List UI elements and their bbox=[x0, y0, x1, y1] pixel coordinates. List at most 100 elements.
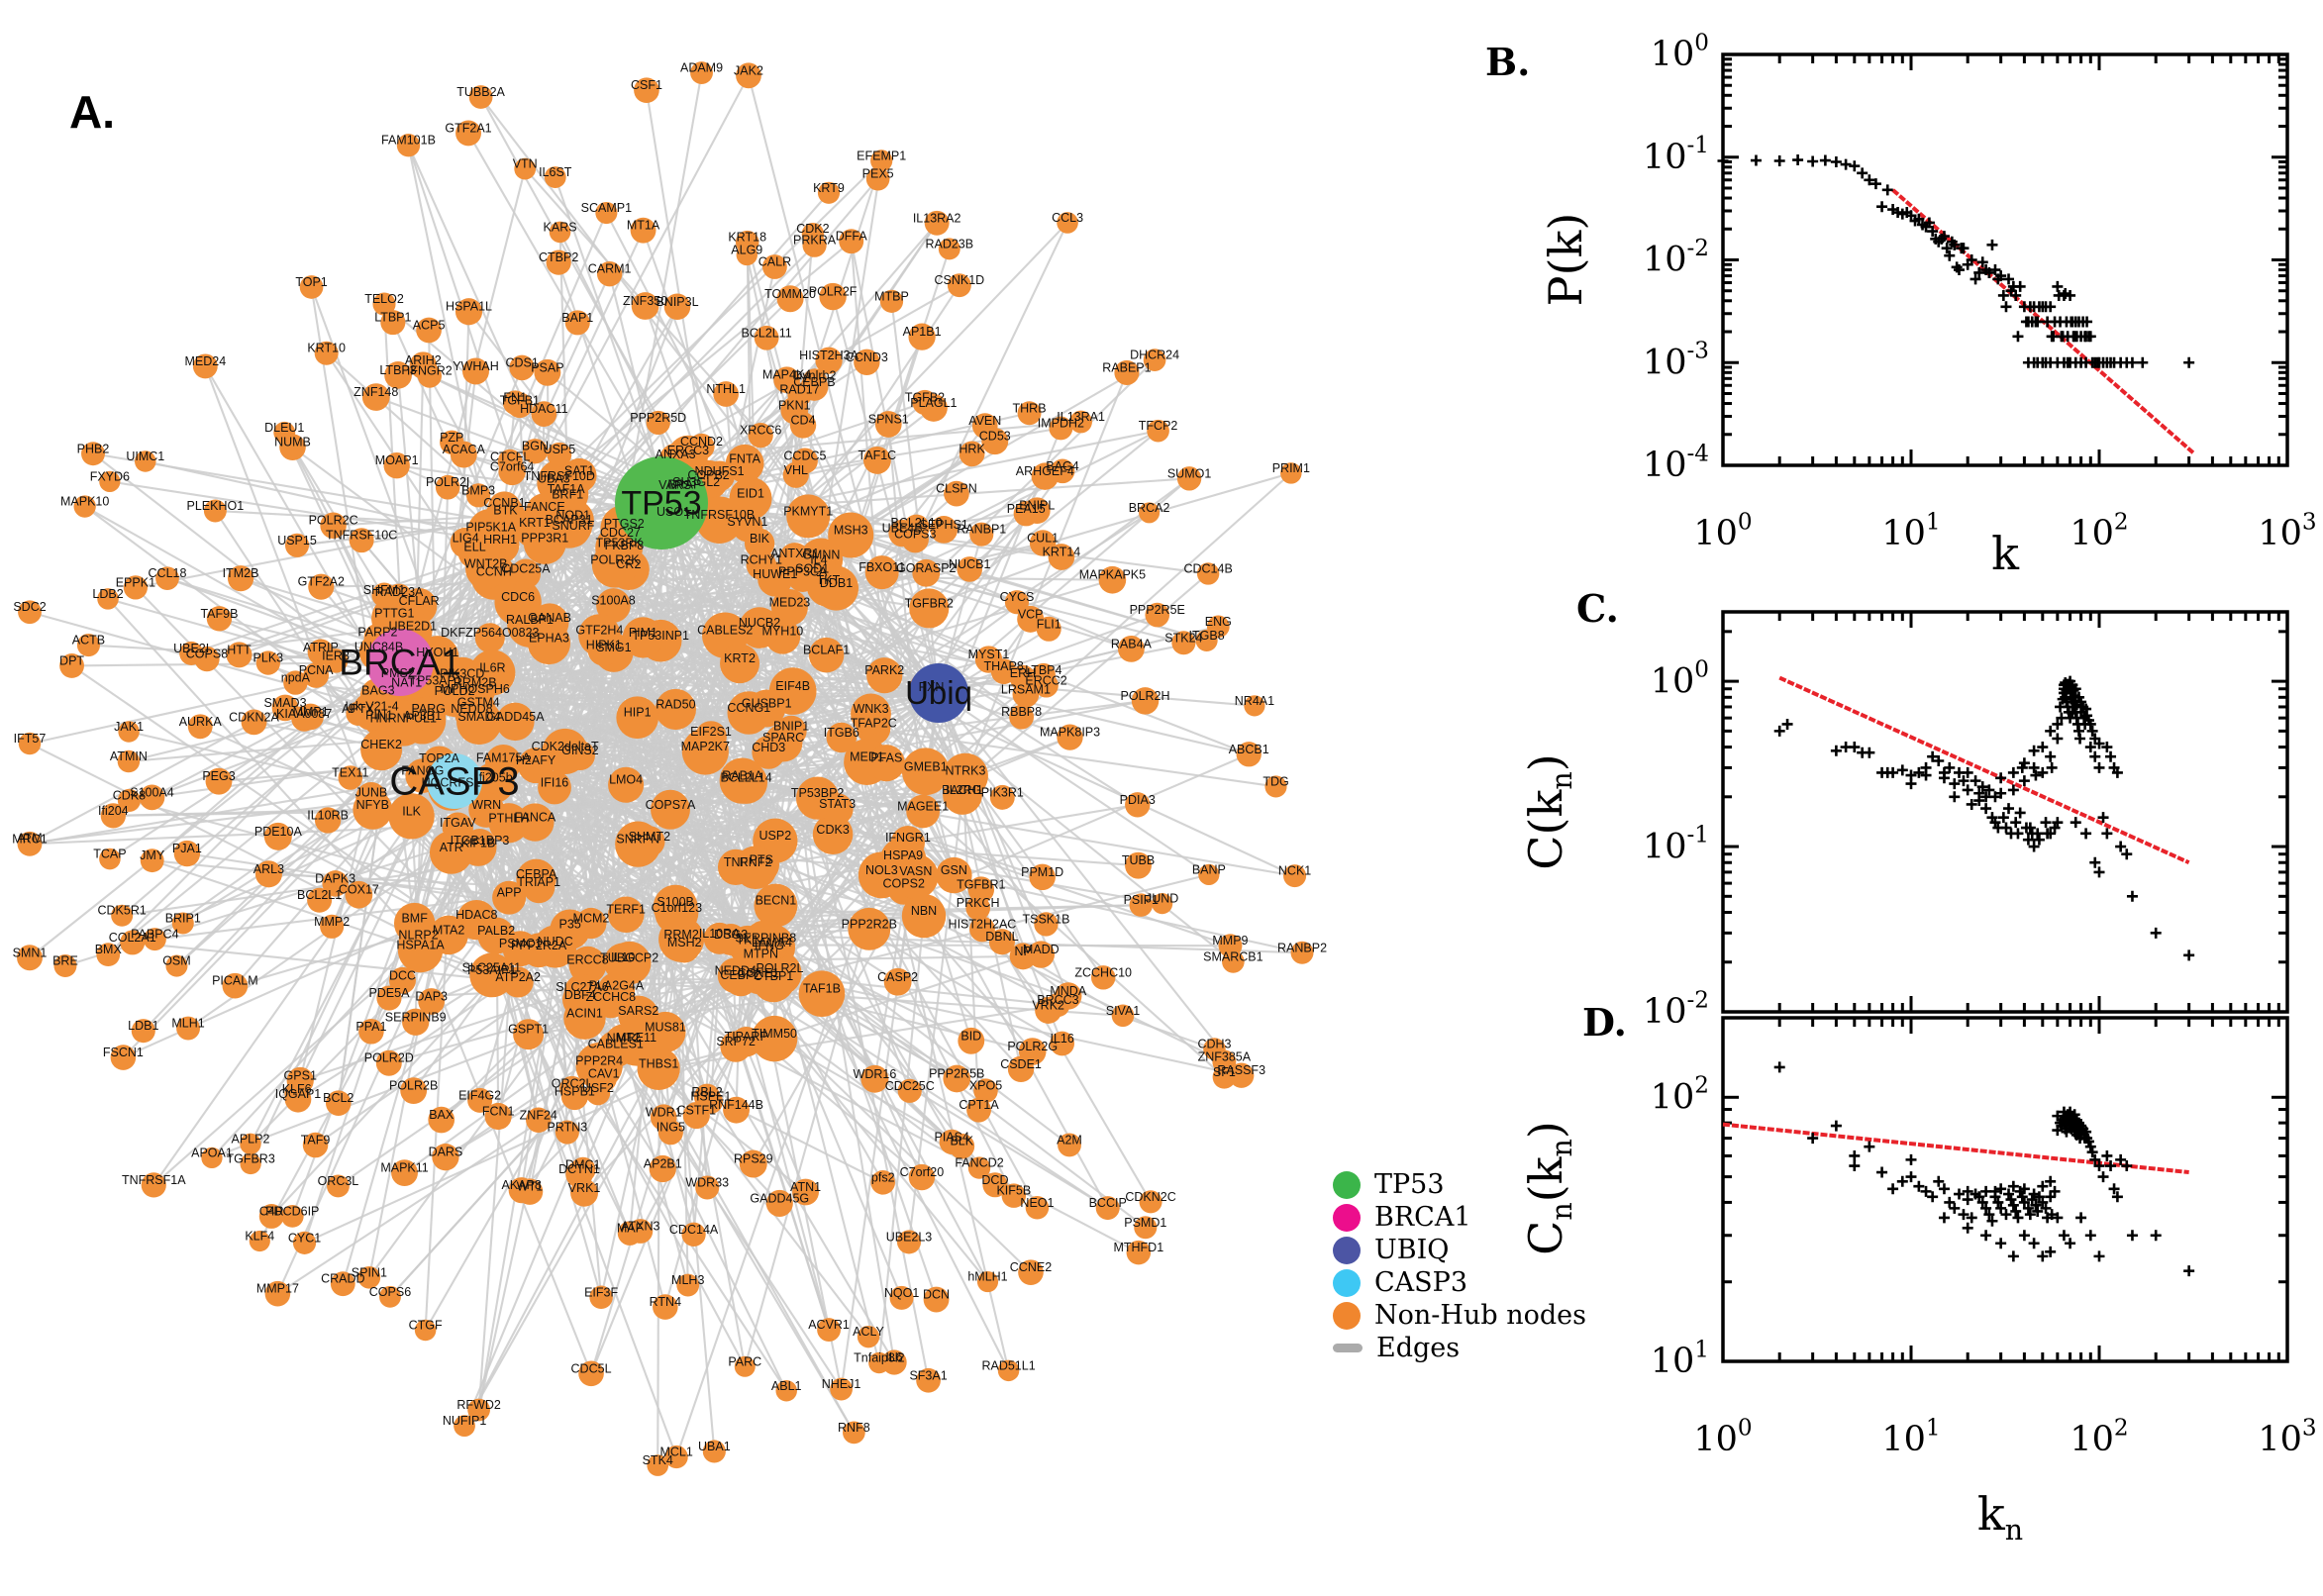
svg-text:MAPK8IP3: MAPK8IP3 bbox=[1040, 726, 1100, 740]
svg-text:ITM2B: ITM2B bbox=[223, 566, 259, 580]
svg-text:MAPK11: MAPK11 bbox=[380, 1161, 428, 1175]
svg-text:CSDE1: CSDE1 bbox=[1000, 1057, 1042, 1071]
svg-text:SMAD4: SMAD4 bbox=[457, 710, 500, 724]
svg-text:GTF2A1: GTF2A1 bbox=[445, 121, 491, 135]
svg-text:NBN: NBN bbox=[911, 904, 937, 918]
svg-text:A2M: A2M bbox=[1057, 1133, 1082, 1147]
svg-text:WRN: WRN bbox=[471, 798, 501, 812]
svg-text:SAT1: SAT1 bbox=[564, 463, 594, 477]
svg-text:KIF5B: KIF5B bbox=[996, 1184, 1031, 1198]
svg-text:CD53: CD53 bbox=[979, 430, 1011, 444]
svg-text:CUL1: CUL1 bbox=[1027, 531, 1059, 545]
svg-text:SMG1: SMG1 bbox=[596, 641, 631, 654]
svg-text:AURKA: AURKA bbox=[179, 715, 223, 729]
svg-text:LIG4: LIG4 bbox=[453, 531, 479, 545]
svg-text:DKFZP564O0823: DKFZP564O0823 bbox=[441, 626, 539, 640]
svg-text:MSH3: MSH3 bbox=[834, 523, 868, 537]
svg-text:DCD: DCD bbox=[981, 1173, 1008, 1187]
svg-text:TCAP: TCAP bbox=[93, 848, 126, 861]
svg-text:CDC14B: CDC14B bbox=[1183, 561, 1232, 575]
svg-text:MOAP1: MOAP1 bbox=[375, 453, 419, 467]
svg-text:101: 101 bbox=[1651, 1337, 1709, 1381]
node-swatch-icon bbox=[1333, 1236, 1361, 1264]
svg-text:IL13RA1: IL13RA1 bbox=[1057, 410, 1105, 424]
svg-text:H2AFY: H2AFY bbox=[516, 753, 556, 767]
svg-text:PABPC4: PABPC4 bbox=[131, 928, 178, 942]
svg-text:ACTB: ACTB bbox=[72, 634, 105, 648]
svg-text:MTA2: MTA2 bbox=[433, 923, 464, 937]
svg-text:XPO5: XPO5 bbox=[969, 1079, 1002, 1093]
svg-text:BCAP31: BCAP31 bbox=[546, 513, 593, 527]
svg-text:BRF1: BRF1 bbox=[552, 487, 583, 501]
svg-text:NHEJ1: NHEJ1 bbox=[822, 1377, 861, 1391]
svg-text:UBA3: UBA3 bbox=[538, 472, 570, 486]
svg-text:FN1: FN1 bbox=[503, 391, 527, 405]
svg-text:PZP: PZP bbox=[440, 431, 463, 445]
svg-text:MADD: MADD bbox=[1023, 943, 1060, 956]
svg-text:ITGB6: ITGB6 bbox=[824, 726, 859, 740]
svg-text:AP3B1: AP3B1 bbox=[403, 709, 442, 723]
svg-text:CHD3: CHD3 bbox=[752, 741, 785, 754]
svg-text:SNRPN: SNRPN bbox=[616, 833, 659, 847]
svg-text:APP: APP bbox=[497, 886, 522, 900]
svg-text:BECN1: BECN1 bbox=[756, 894, 797, 908]
svg-text:LDB2: LDB2 bbox=[92, 587, 123, 601]
svg-text:PPP2R5E: PPP2R5E bbox=[1130, 603, 1185, 617]
svg-text:C7orf20: C7orf20 bbox=[900, 1165, 945, 1179]
svg-text:101: 101 bbox=[1881, 509, 1940, 553]
svg-text:RPS29: RPS29 bbox=[734, 1152, 773, 1166]
svg-text:POLR2G: POLR2G bbox=[1007, 1040, 1058, 1053]
svg-text:PLA2G4A: PLA2G4A bbox=[589, 979, 645, 993]
svg-text:ATP2A2: ATP2A2 bbox=[495, 970, 541, 984]
panel-b-label: B. bbox=[1485, 40, 1531, 84]
svg-text:PPP3CA: PPP3CA bbox=[778, 564, 828, 578]
svg-text:PPP2R2B: PPP2R2B bbox=[842, 917, 897, 931]
svg-text:WNT2B: WNT2B bbox=[464, 557, 508, 571]
svg-text:MED23: MED23 bbox=[769, 595, 811, 609]
svg-text:CCNE1: CCNE1 bbox=[738, 966, 779, 980]
svg-text:TNFRSF1A: TNFRSF1A bbox=[122, 1173, 186, 1187]
svg-text:FAM175A: FAM175A bbox=[476, 750, 532, 764]
svg-text:FSCN1: FSCN1 bbox=[103, 1046, 144, 1059]
svg-text:PTS: PTS bbox=[750, 853, 773, 867]
svg-text:HSPA1L: HSPA1L bbox=[446, 300, 492, 314]
svg-text:BRCA2: BRCA2 bbox=[1129, 501, 1170, 515]
svg-text:BAG3: BAG3 bbox=[361, 684, 394, 698]
svg-text:LTBP1: LTBP1 bbox=[374, 311, 411, 325]
svg-text:DMC1: DMC1 bbox=[565, 1158, 600, 1172]
svg-text:POLR2F: POLR2F bbox=[809, 285, 858, 299]
svg-text:UBE4B: UBE4B bbox=[882, 522, 923, 536]
svg-text:CTBP1: CTBP1 bbox=[754, 969, 793, 983]
svg-text:CCNB1: CCNB1 bbox=[483, 496, 525, 510]
svg-text:PTHLH: PTHLH bbox=[488, 811, 529, 825]
svg-text:NUMB: NUMB bbox=[274, 436, 311, 449]
svg-text:THBS1: THBS1 bbox=[639, 1056, 678, 1070]
svg-text:DDB1: DDB1 bbox=[820, 576, 853, 590]
svg-text:ILK: ILK bbox=[402, 804, 421, 818]
svg-text:CCNH: CCNH bbox=[476, 565, 512, 579]
svg-text:POLR2I: POLR2I bbox=[426, 475, 469, 489]
svg-text:JAK1: JAK1 bbox=[114, 720, 144, 734]
svg-text:KRT1: KRT1 bbox=[519, 516, 551, 530]
svg-text:TOP1: TOP1 bbox=[295, 275, 327, 289]
svg-text:CTBP2: CTBP2 bbox=[539, 250, 578, 264]
svg-text:IL10: IL10 bbox=[611, 950, 635, 964]
svg-text:HYOU1: HYOU1 bbox=[416, 646, 458, 659]
svg-text:RRM2: RRM2 bbox=[663, 928, 698, 942]
svg-text:CDC25A: CDC25A bbox=[501, 562, 551, 576]
svg-text:DAPK3: DAPK3 bbox=[315, 871, 355, 885]
svg-text:AVEN: AVEN bbox=[968, 414, 1001, 428]
svg-text:STAT3: STAT3 bbox=[819, 797, 856, 811]
svg-text:PPM1D: PPM1D bbox=[1021, 865, 1063, 879]
svg-text:10-2: 10-2 bbox=[1643, 236, 1709, 280]
svg-text:PMS2: PMS2 bbox=[381, 666, 415, 680]
svg-text:CDK5R1: CDK5R1 bbox=[98, 904, 147, 918]
svg-text:DBF4: DBF4 bbox=[564, 988, 596, 1002]
svg-text:MAGEE1: MAGEE1 bbox=[897, 799, 949, 813]
legend-item-label: Edges bbox=[1376, 1333, 1461, 1363]
svg-text:MT1A: MT1A bbox=[627, 219, 660, 233]
svg-text:ERCC3: ERCC3 bbox=[667, 444, 709, 457]
svg-text:SMAD3: SMAD3 bbox=[263, 696, 306, 710]
svg-text:NUCB2: NUCB2 bbox=[739, 616, 780, 630]
svg-text:ACP5: ACP5 bbox=[413, 318, 446, 332]
